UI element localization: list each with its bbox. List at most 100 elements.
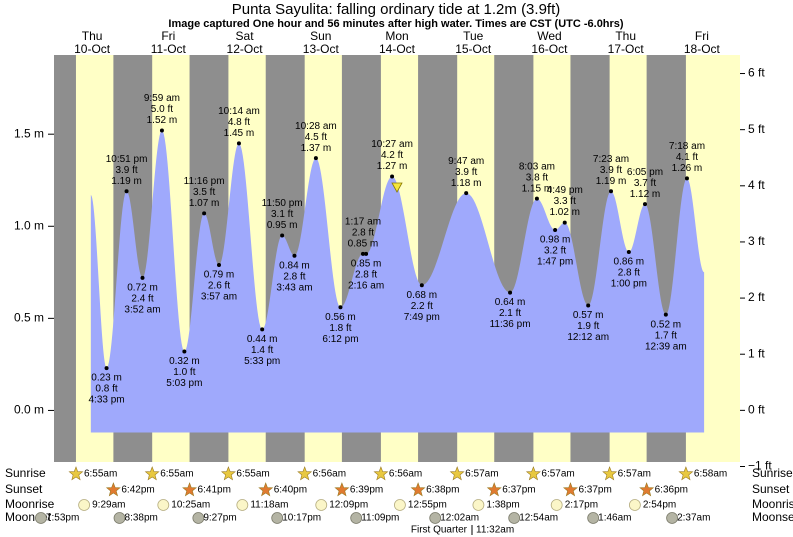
extreme-label: 0.85 m [348, 239, 379, 250]
extreme-label: 3.5 ft [193, 187, 215, 198]
extreme-label: 5.0 ft [151, 104, 173, 115]
y2-tick-label: 3 ft [748, 234, 765, 248]
chart-subtitle: Image captured One hour and 56 minutes a… [168, 18, 624, 30]
extreme-label: 11:50 pm [262, 198, 303, 209]
extreme-label: 0.84 m [279, 260, 310, 271]
row-label: Sunset [752, 482, 790, 496]
moonrise-time: 11:18am [250, 500, 288, 511]
extreme-point [626, 250, 631, 255]
now-marker [391, 182, 403, 193]
extreme-label: 1:47 pm [537, 257, 573, 268]
extreme-label: 1.02 m [549, 207, 580, 218]
extreme-label: 1.7 ft [655, 330, 677, 341]
extreme-label: 1:17 am [345, 217, 381, 228]
day-name: Thu [82, 29, 103, 43]
extreme-point [104, 366, 109, 371]
sun-icon [639, 482, 655, 497]
extreme-label: 4.8 ft [228, 117, 250, 128]
extreme-label: 0.86 m [614, 257, 645, 268]
day-name: Sun [310, 29, 331, 43]
extreme-point [684, 176, 689, 181]
row-label: Sunrise [5, 466, 46, 480]
extreme-label: 3.1 ft [271, 209, 293, 220]
moonset-icon [429, 512, 442, 524]
extreme-label: 9:47 am [448, 156, 484, 167]
extreme-label: 7:49 pm [404, 312, 440, 323]
extreme-label: 1.4 ft [251, 345, 273, 356]
y2-tick-label: 6 ft [748, 66, 765, 80]
moonset-icon [192, 512, 205, 524]
extreme-point [553, 227, 558, 232]
extreme-label: 3.8 ft [526, 172, 548, 183]
extreme-point [236, 141, 241, 146]
extreme-label: 0.57 m [573, 310, 604, 321]
sunrise-time: 6:56am [389, 469, 422, 480]
y2-tick-label: 5 ft [748, 122, 765, 136]
day-date: 17-Oct [608, 42, 645, 56]
sun-icon [220, 466, 236, 481]
sun-icon [449, 466, 465, 481]
y2-tick-label: 2 ft [748, 290, 765, 304]
moonrise-time: 10:25am [171, 500, 210, 511]
extreme-label: 0.72 m [127, 282, 158, 293]
extreme-label: 3:52 am [124, 304, 160, 315]
extreme-label: 2.8 ft [283, 271, 305, 282]
row-label: Sunset [5, 482, 43, 496]
extreme-label: 10:28 am [295, 121, 337, 132]
extreme-point [159, 128, 164, 133]
day-name: Tue [463, 29, 484, 43]
sun-icon [297, 466, 313, 481]
extreme-point [508, 290, 513, 295]
moonset-icon [350, 512, 363, 524]
extreme-label: 3:43 am [276, 282, 312, 293]
extreme-label: 1.15 m [522, 183, 553, 194]
extreme-label: 5:03 pm [166, 378, 202, 389]
day-name: Sat [236, 29, 255, 43]
extreme-point [534, 196, 539, 201]
sun-icon [68, 466, 84, 481]
extreme-point [390, 174, 395, 179]
moonset-time: 10:17pm [282, 513, 321, 524]
extreme-label: 1.18 m [451, 178, 482, 189]
moonrise-icon [78, 499, 91, 511]
extreme-label: 1.19 m [596, 176, 627, 187]
extreme-point [216, 262, 221, 267]
moonrise-time: 2:17pm [565, 500, 598, 511]
extreme-point [364, 251, 369, 256]
extreme-label: 9:59 am [144, 93, 180, 104]
moonrise-icon [157, 499, 170, 511]
row-label: Sunrise [752, 466, 793, 480]
extreme-label: 0.68 m [407, 290, 438, 301]
extreme-point [140, 275, 145, 280]
extreme-label: 4.1 ft [676, 152, 698, 163]
extreme-label: 6:12 pm [322, 334, 358, 345]
chart-title: Punta Sayulita: falling ordinary tide at… [232, 1, 561, 18]
day-date: 14-Oct [379, 42, 416, 56]
y-tick-label: 1.5 m [14, 126, 44, 140]
extreme-label: 1.07 m [189, 198, 220, 209]
sun-icon [144, 466, 160, 481]
extreme-label: 1.9 ft [577, 321, 599, 332]
row-label: Moonrise [752, 497, 793, 511]
extreme-label: 11:36 pm [490, 319, 531, 330]
extreme-label: 0.8 ft [95, 384, 117, 395]
moonrise-icon [472, 499, 485, 511]
sunrise-time: 6:55am [84, 469, 117, 480]
row-label: Moonrise [5, 497, 55, 511]
extreme-label: 2.2 ft [411, 301, 433, 312]
moonset-icon [35, 512, 47, 524]
moonset-time: 2:37am [677, 513, 710, 524]
extreme-label: 1:00 pm [611, 279, 647, 290]
sunset-time: 6:36pm [655, 485, 688, 496]
sun-icon [562, 482, 578, 497]
extreme-point [313, 156, 318, 161]
sun-icon [602, 466, 618, 481]
extreme-label: 2.8 ft [618, 268, 640, 279]
y-tick-label: 0.0 m [14, 403, 44, 417]
extreme-label: 2.6 ft [208, 281, 230, 292]
extreme-label: 0.79 m [204, 270, 235, 281]
day-date: 13-Oct [303, 42, 340, 56]
moonrise-time: 2:54pm [643, 500, 676, 511]
extreme-label: 1.26 m [672, 163, 703, 174]
sunset-time: 6:42pm [121, 485, 154, 496]
